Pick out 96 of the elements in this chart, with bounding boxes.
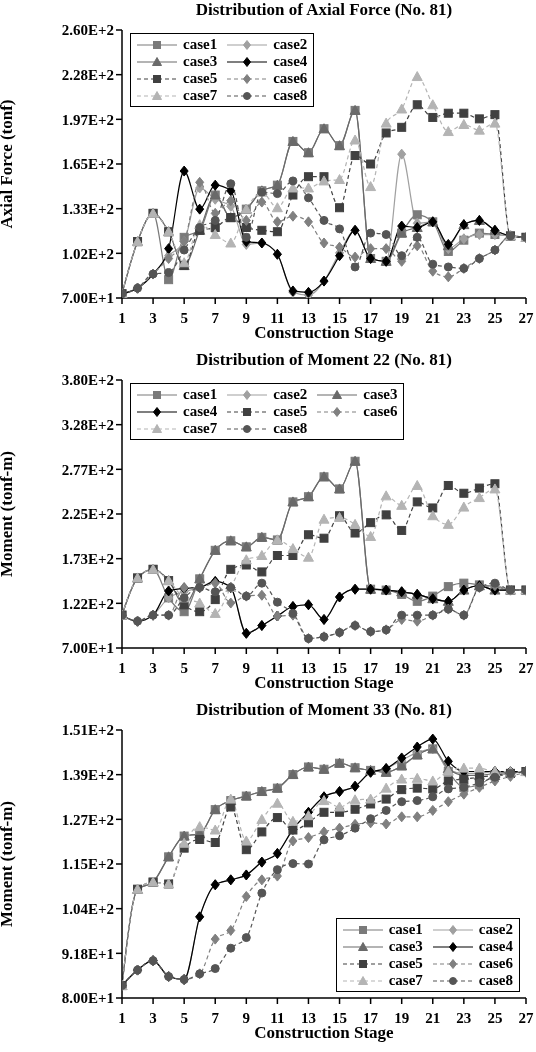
chart-title: Distribution of Moment 33 (No. 81): [195, 700, 453, 720]
x-tick-label: 13: [300, 659, 316, 676]
legend-label: case5: [388, 955, 423, 972]
y-tick-label: 8.00E+1: [61, 990, 114, 1007]
legend-label: case6: [273, 70, 308, 87]
legend-label: case4: [273, 53, 308, 70]
x-tick-label: 3: [149, 659, 157, 676]
legend-label: case2: [273, 386, 308, 403]
x-tick-label: 9: [242, 1009, 251, 1026]
y-tick-label: 1.65E+2: [61, 156, 114, 173]
x-tick-label: 21: [425, 1009, 441, 1026]
x-tick-label: 13: [300, 309, 316, 326]
x-tick-label: 17: [363, 309, 379, 326]
y-tick-label: 3.80E+2: [61, 372, 114, 389]
x-tick-label: 21: [425, 309, 441, 326]
y-tick-label: 2.28E+2: [61, 67, 114, 83]
y-tick-label: 7.00E+1: [61, 640, 114, 657]
x-tick-label: 3: [149, 1009, 157, 1026]
y-tick-label: 1.33E+2: [61, 201, 114, 217]
x-tick-label: 17: [363, 1009, 379, 1026]
y-axis-title: Moment (tonf-m): [0, 800, 17, 928]
y-tick-label: 1.22E+2: [61, 595, 114, 612]
x-tick-label: 1: [118, 1009, 126, 1026]
x-tick-label: 25: [487, 309, 503, 326]
x-tick-label: 27: [518, 659, 534, 676]
legend-label: case1: [183, 386, 218, 403]
x-tick-label: 27: [518, 1009, 534, 1026]
x-tick-label: 1: [118, 659, 126, 676]
x-tick-label: 1: [118, 309, 126, 326]
legend-label: case8: [273, 87, 308, 104]
y-tick-label: 3.28E+2: [61, 416, 114, 433]
legend-label: case1: [388, 921, 423, 938]
y-tick-label: 1.97E+2: [61, 111, 114, 128]
y-axis-title: Moment (tonf-m): [0, 450, 17, 578]
legend-label: case5: [273, 403, 308, 420]
x-tick-label: 15: [332, 1009, 348, 1026]
x-tick-label: 13: [300, 1009, 316, 1026]
y-tick-label: 1.39E+2: [61, 766, 114, 783]
legend-label: case5: [183, 70, 218, 87]
chart-title: Distribution of Moment 22 (No. 81): [195, 350, 453, 370]
x-tick-label: 11: [270, 309, 285, 326]
legend-label: case8: [478, 972, 513, 989]
x-tick-label: 15: [332, 309, 348, 326]
x-tick-label: 7: [211, 659, 220, 676]
legend-label: case2: [478, 921, 513, 938]
legend-label: case3: [388, 938, 423, 955]
x-tick-label: 7: [211, 1009, 220, 1026]
x-tick-label: 11: [270, 1009, 285, 1026]
x-tick-label: 5: [180, 1009, 188, 1026]
y-tick-label: 1.73E+2: [61, 550, 114, 567]
chart-title: Distribution of Axial Force (No. 81): [194, 0, 454, 20]
x-tick-label: 21: [425, 659, 441, 676]
x-axis-title: Construction Stage: [254, 1023, 395, 1042]
x-axis-title: Construction Stage: [254, 673, 395, 692]
legend-label: case6: [478, 955, 513, 972]
legend-label: case4: [183, 403, 218, 420]
legend-label: case7: [183, 87, 218, 104]
legend-label: case3: [183, 53, 218, 70]
y-tick-label: 1.27E+2: [61, 811, 114, 828]
legend-label: case2: [273, 36, 308, 53]
legend-label: case3: [363, 386, 398, 403]
y-tick-label: 2.77E+2: [61, 461, 114, 478]
x-axis-title: Construction Stage: [254, 323, 395, 342]
x-tick-label: 7: [211, 309, 220, 326]
x-tick-label: 23: [456, 309, 472, 326]
x-tick-label: 9: [242, 309, 251, 326]
legend-label: case4: [478, 938, 513, 955]
x-tick-label: 15: [332, 659, 348, 676]
legend-label: case6: [363, 403, 398, 420]
y-tick-label: 1.51E+2: [61, 722, 114, 739]
y-tick-label: 2.60E+2: [61, 22, 114, 39]
x-tick-label: 19: [394, 1009, 410, 1026]
x-tick-label: 19: [394, 309, 410, 326]
y-axis-title: Axial Force (tonf): [0, 99, 17, 229]
legend-label: case7: [183, 420, 218, 437]
legend-label: case8: [273, 420, 308, 437]
x-tick-label: 9: [242, 659, 251, 676]
x-tick-label: 5: [180, 309, 188, 326]
y-tick-label: 1.04E+2: [61, 900, 114, 917]
y-tick-label: 2.25E+2: [61, 506, 114, 523]
y-tick-label: 1.15E+2: [61, 856, 114, 873]
y-tick-label: 7.00E+1: [61, 290, 114, 307]
x-tick-label: 25: [487, 1009, 503, 1026]
x-tick-label: 11: [270, 659, 285, 676]
legend-label: case1: [183, 36, 218, 53]
x-tick-label: 3: [149, 309, 157, 326]
legend-label: case7: [388, 972, 423, 989]
x-tick-label: 17: [363, 659, 379, 676]
x-tick-label: 23: [456, 659, 472, 676]
y-tick-label: 9.18E+1: [61, 945, 114, 962]
x-tick-label: 27: [518, 309, 534, 326]
x-tick-label: 5: [180, 659, 188, 676]
x-tick-label: 23: [456, 1009, 472, 1026]
y-tick-label: 1.02E+2: [61, 245, 114, 262]
x-tick-label: 19: [394, 659, 410, 676]
x-tick-label: 25: [487, 659, 503, 676]
